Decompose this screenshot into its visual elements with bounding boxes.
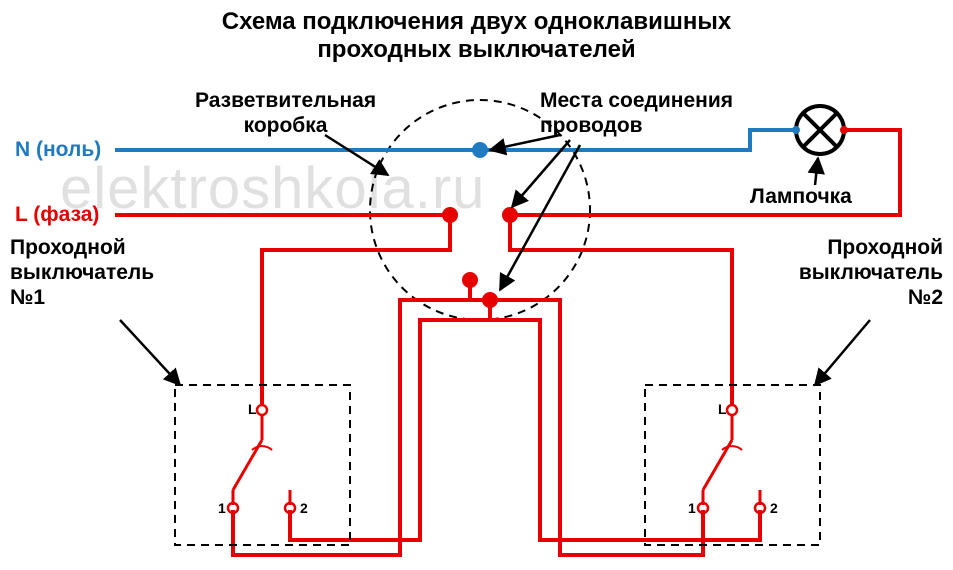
wire-traveler-sw2-1 xyxy=(470,300,703,555)
sw2-t1-label: 1 xyxy=(688,500,696,516)
arrow-junction-box xyxy=(325,135,388,175)
wire-neutral xyxy=(115,130,796,150)
junction-box-circle xyxy=(370,100,590,320)
wiring-svg: L 1 2 L 1 2 xyxy=(0,0,953,570)
junction-dot-phase-1 xyxy=(442,207,458,223)
arrow-joint-1 xyxy=(490,135,560,150)
junction-dot-neutral xyxy=(472,142,488,158)
arrow-lamp xyxy=(815,158,818,185)
arrow-switch-1 xyxy=(120,320,180,385)
diagram-container: elektroshkola.ru Схема подключения двух … xyxy=(0,0,953,570)
junction-dot-traveler-1 xyxy=(462,272,478,288)
switch-1: L 1 2 xyxy=(175,385,350,545)
wire-sw2-L xyxy=(510,215,732,405)
sw2-t2-label: 2 xyxy=(770,500,778,516)
sw1-t2-label: 2 xyxy=(300,500,308,516)
switch-2: L 1 2 xyxy=(645,385,820,545)
junction-dot-phase-2 xyxy=(502,207,518,223)
sw1-t1-label: 1 xyxy=(218,500,226,516)
arrow-switch-2 xyxy=(815,320,870,385)
wire-traveler-sw1-2 xyxy=(290,300,490,540)
junction-dot-traveler-2 xyxy=(482,292,498,308)
sw1-L-label: L xyxy=(248,401,257,417)
sw2-L-label: L xyxy=(718,401,727,417)
lamp-symbol xyxy=(792,106,848,154)
wire-traveler-sw2-2 xyxy=(490,320,760,540)
